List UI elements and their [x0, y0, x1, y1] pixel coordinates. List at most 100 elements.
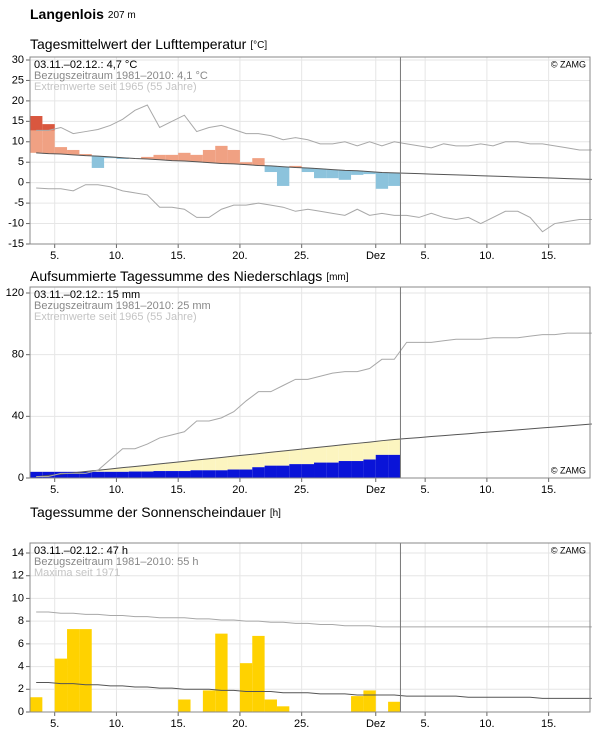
x-tick-label: 5. — [50, 718, 59, 729]
x-tick-label: 10. — [479, 250, 494, 262]
bar — [363, 690, 375, 712]
deficit-band — [153, 464, 165, 471]
deficit-band — [265, 452, 277, 465]
x-tick-label: 25. — [294, 250, 309, 262]
bar — [67, 629, 79, 712]
x-tick-label: 15. — [541, 718, 556, 729]
anomaly-bar — [203, 150, 215, 163]
deficit-band — [178, 461, 190, 471]
copyright: © ZAMG — [551, 465, 586, 475]
x-tick-label: 10. — [109, 484, 124, 496]
deficit-band — [302, 448, 314, 464]
x-tick-label: 20. — [232, 484, 247, 496]
bar — [178, 700, 190, 712]
y-tick-label: 2 — [18, 683, 24, 695]
anomaly-bar — [314, 169, 326, 178]
x-tick-label: 5. — [421, 484, 430, 496]
anomaly-bar — [326, 170, 338, 179]
info-line: Extremwerte seit 1965 (55 Jahre) — [34, 311, 197, 323]
x-tick-label: 15. — [171, 718, 186, 729]
anomaly-bar — [277, 167, 289, 186]
copyright: © ZAMG — [551, 545, 586, 555]
y-tick-label: 15 — [12, 115, 24, 127]
bar — [79, 629, 91, 712]
deficit-band — [166, 463, 178, 471]
deficit-band — [326, 446, 338, 463]
deficit-band — [314, 447, 326, 462]
station-elevation: 207 m — [108, 10, 136, 21]
station-name: Langenlois — [30, 6, 104, 22]
anomaly-bar — [166, 155, 178, 161]
x-tick-label: 25. — [294, 718, 309, 729]
bar — [166, 471, 178, 478]
deficit-band — [203, 459, 215, 471]
y-tick-label: 120 — [6, 287, 24, 299]
deficit-band — [141, 465, 153, 471]
y-tick-label: 14 — [12, 547, 24, 559]
x-tick-label: 5. — [50, 250, 59, 262]
bar — [265, 700, 277, 712]
x-tick-label: 15. — [541, 484, 556, 496]
y-tick-label: 0 — [18, 177, 24, 189]
x-tick-label: 10. — [479, 484, 494, 496]
deficit-band — [215, 457, 227, 470]
y-tick-label: 0 — [18, 472, 24, 484]
bar — [178, 471, 190, 478]
bar — [314, 463, 326, 478]
y-tick-label: 25 — [12, 74, 24, 86]
chart-title-text: Aufsummierte Tagessumme des Niederschlag… — [30, 268, 322, 284]
deficit-band — [228, 456, 240, 469]
chart-title-text: Tagesmittelwert der Lufttemperatur — [30, 36, 247, 52]
deficit-band — [363, 442, 375, 459]
record-bar — [30, 116, 42, 130]
bar — [240, 663, 252, 712]
bar — [388, 702, 400, 712]
info-line: Maxima seit 1971 — [34, 567, 120, 579]
anomaly-bar — [388, 173, 400, 186]
chart-unit: [mm] — [326, 272, 348, 283]
bar — [376, 455, 388, 478]
bar — [339, 461, 351, 478]
y-tick-label: 4 — [18, 660, 24, 672]
anomaly-bar — [191, 155, 203, 162]
bar — [215, 470, 227, 478]
x-tick-label: 15. — [171, 250, 186, 262]
bar — [215, 634, 227, 712]
x-tick-label: Dez — [366, 718, 386, 729]
bar — [30, 472, 42, 478]
y-tick-label: -5 — [14, 197, 24, 209]
bar — [240, 470, 252, 478]
bar — [388, 455, 400, 478]
y-tick-label: 5 — [18, 156, 24, 168]
bar — [289, 464, 301, 478]
deficit-band — [289, 450, 301, 464]
x-tick-label: 5. — [50, 484, 59, 496]
deficit-band — [252, 454, 264, 468]
x-tick-label: 5. — [421, 250, 430, 262]
bar — [277, 706, 289, 712]
bar — [55, 659, 67, 712]
deficit-band — [277, 451, 289, 466]
x-tick-label: 10. — [479, 718, 494, 729]
deficit-band — [339, 445, 351, 461]
chart-title: Aufsummierte Tagessumme des Niederschlag… — [30, 268, 349, 284]
bar — [116, 472, 128, 478]
y-tick-label: 40 — [12, 410, 24, 422]
y-tick-label: 10 — [12, 592, 24, 604]
x-tick-label: 10. — [109, 250, 124, 262]
y-tick-label: 10 — [12, 136, 24, 148]
anomaly-bar — [178, 153, 190, 161]
copyright: © ZAMG — [551, 59, 586, 69]
bar — [363, 460, 375, 479]
anomaly-bar — [376, 172, 388, 188]
bar — [326, 463, 338, 478]
x-tick-label: Dez — [366, 250, 386, 262]
bar — [252, 636, 264, 712]
bar — [351, 461, 363, 478]
y-tick-label: 0 — [18, 706, 24, 718]
bar — [203, 690, 215, 712]
chart-title: Tagessumme der Sonnenscheindauer[h] — [30, 504, 281, 520]
anomaly-bar — [252, 158, 264, 165]
x-tick-label: 15. — [171, 484, 186, 496]
